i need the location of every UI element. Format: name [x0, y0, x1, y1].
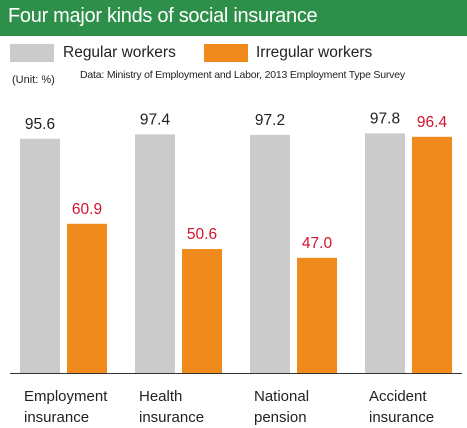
value-label-irregular-2: 47.0 — [302, 235, 333, 252]
bar-regular-3 — [365, 133, 405, 373]
bar-regular-2 — [250, 134, 290, 373]
legend-swatch-irregular — [204, 44, 248, 62]
legend-swatch-regular — [10, 44, 54, 62]
value-label-regular-3: 97.8 — [370, 110, 400, 127]
value-label-irregular-1: 50.6 — [187, 226, 217, 243]
bar-irregular-3 — [412, 136, 452, 373]
bar-irregular-2 — [297, 257, 337, 373]
chart-title: Four major kinds of social insurance — [8, 5, 318, 27]
value-label-regular-0: 95.6 — [25, 116, 55, 133]
category-label-3-1: insurance — [369, 409, 434, 426]
bar-regular-1 — [135, 134, 175, 373]
title-bar: Four major kinds of social insurance — [0, 0, 467, 36]
bar-regular-0 — [20, 138, 60, 373]
category-label-0-1: insurance — [24, 409, 89, 426]
value-label-regular-1: 97.4 — [140, 111, 171, 128]
category-label-1-1: insurance — [139, 409, 204, 426]
value-label-regular-2: 97.2 — [255, 112, 285, 129]
value-label-irregular-3: 96.4 — [417, 114, 448, 131]
category-label-0-0: Employment — [24, 388, 108, 405]
bar-irregular-1 — [182, 249, 222, 373]
category-label-1-0: Health — [139, 388, 182, 405]
legend-label-regular: Regular workers — [63, 44, 176, 61]
legend-label-irregular: Irregular workers — [256, 44, 373, 61]
category-label-2-0: National — [254, 388, 309, 405]
value-label-irregular-0: 60.9 — [72, 201, 102, 218]
category-label-3-0: Accident — [369, 388, 427, 405]
bar-irregular-0 — [67, 223, 107, 373]
category-label-2-1: pension — [254, 409, 307, 426]
unit-label: (Unit: %) — [12, 74, 55, 86]
data-source: Data: Ministry of Employment and Labor, … — [80, 69, 405, 81]
